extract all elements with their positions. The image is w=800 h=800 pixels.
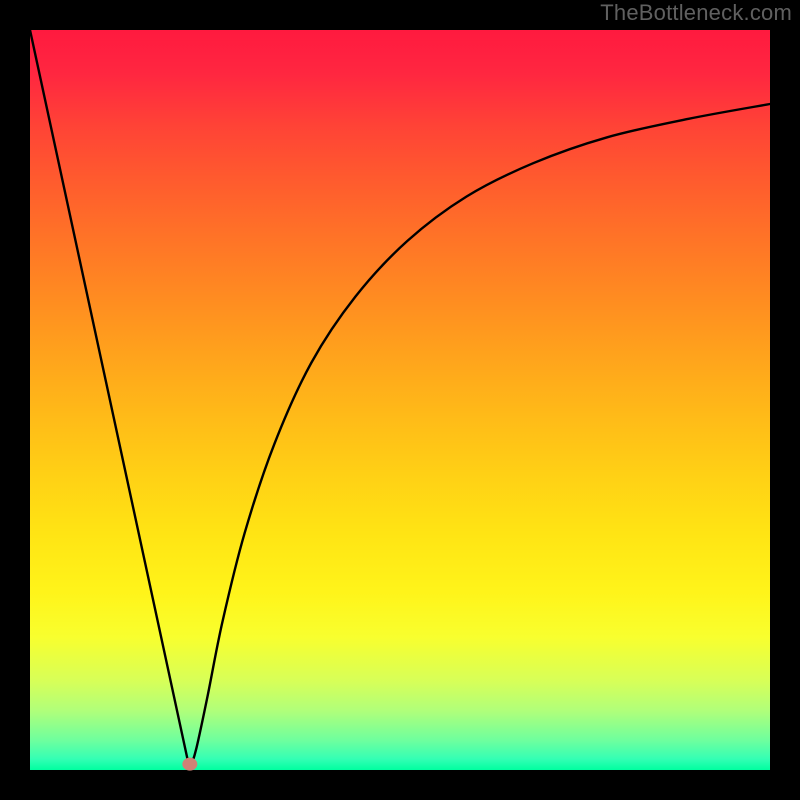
plot-background (30, 30, 770, 770)
chart-svg (0, 0, 800, 800)
minimum-marker (183, 758, 197, 770)
watermark-text: TheBottleneck.com (600, 0, 792, 26)
chart-stage: TheBottleneck.com (0, 0, 800, 800)
